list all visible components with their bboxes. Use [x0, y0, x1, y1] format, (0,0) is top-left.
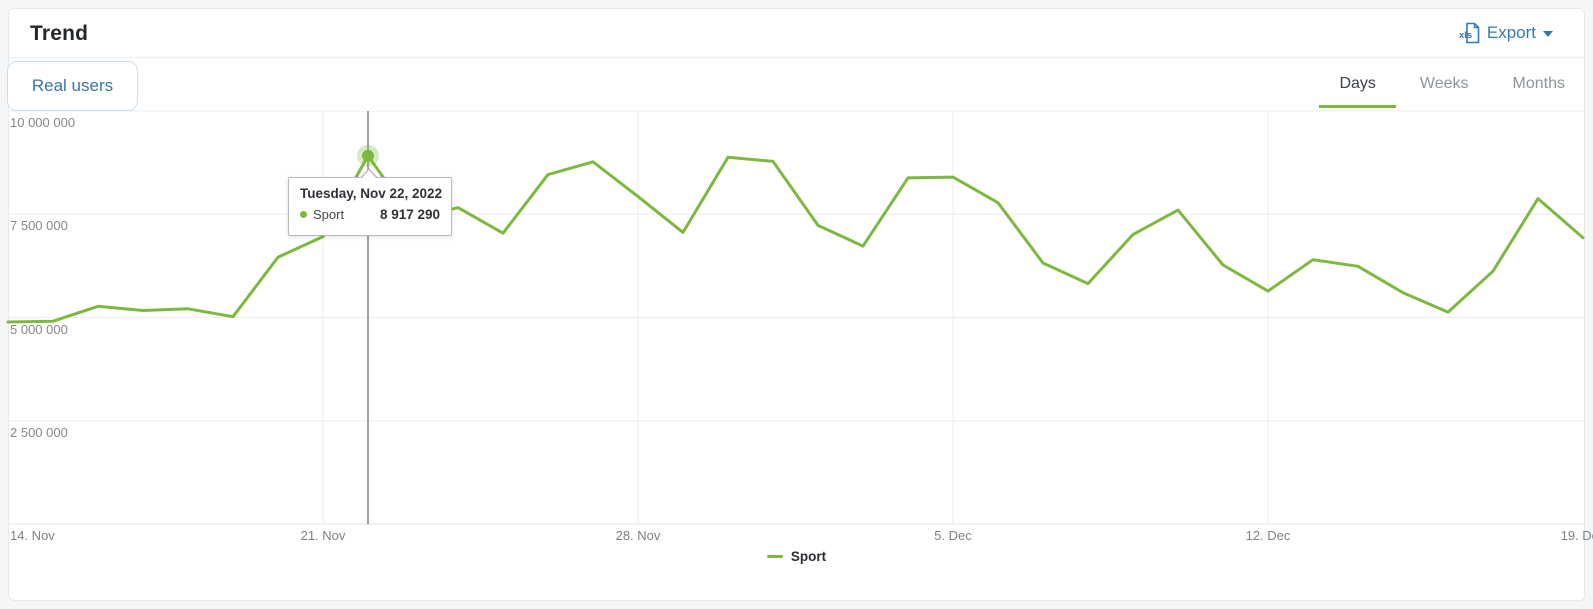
export-button[interactable]: xls Export: [1459, 22, 1553, 44]
export-label: Export: [1486, 23, 1536, 42]
x-tick-5-dec: 5. Dec: [934, 528, 972, 543]
tab-months[interactable]: Months: [1512, 75, 1565, 92]
header-divider: [9, 57, 1584, 58]
tooltip-series-row: Sport 8 917 290: [300, 207, 440, 222]
xls-file-icon: xls: [1459, 22, 1480, 44]
x-tick-28-nov: 28. Nov: [615, 528, 661, 543]
x-tick-19-dec: 19. Dec: [1560, 528, 1593, 543]
y-tick-2-5m: 2 500 000: [10, 425, 68, 440]
page-title: Trend: [30, 22, 89, 45]
legend-label-sport[interactable]: Sport: [790, 549, 827, 564]
x-tick-21-nov: 21. Nov: [300, 528, 346, 543]
tab-days[interactable]: Days: [1319, 70, 1396, 108]
y-tick-10m: 10 000 000: [10, 115, 76, 130]
chart-legend: Sport: [0, 549, 1593, 564]
tooltip-series-value: 8 917 290: [379, 207, 440, 222]
tooltip-date: Tuesday, Nov 22, 2022: [300, 186, 443, 201]
x-tick-12-dec: 12. Dec: [1245, 528, 1291, 543]
series-bullet-icon: [300, 211, 307, 218]
tab-real-users[interactable]: Real users: [7, 61, 138, 111]
chevron-down-icon: [1543, 31, 1553, 37]
granularity-tabs: Days Weeks Months: [1319, 70, 1585, 108]
chart-tooltip: Tuesday, Nov 22, 2022 Sport 8 917 290: [288, 168, 452, 236]
y-tick-7-5m: 7 500 000: [10, 218, 68, 233]
tooltip-series-name: Sport: [313, 207, 345, 222]
y-tick-5m: 5 000 000: [10, 322, 68, 337]
tab-weeks[interactable]: Weeks: [1419, 75, 1469, 92]
legend-swatch-sport: [766, 555, 783, 558]
x-tick-14-nov: 14. Nov: [10, 528, 55, 543]
svg-text:xls: xls: [1459, 30, 1472, 41]
tab-real-users-label: Real users: [31, 76, 114, 95]
